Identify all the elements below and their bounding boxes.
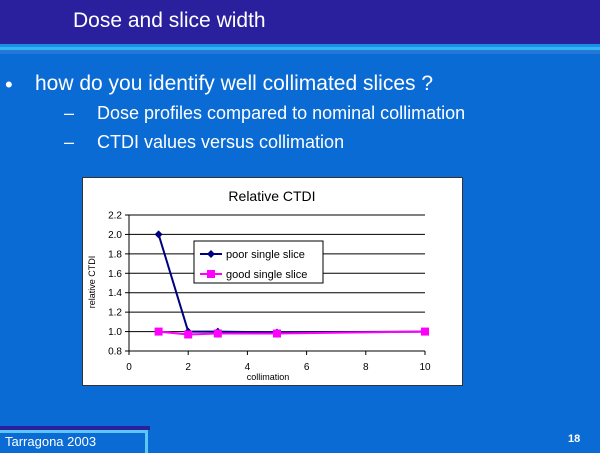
footer-text: Tarragona 2003 — [5, 434, 97, 449]
data-point — [213, 329, 222, 338]
chart: Relative CTDI 0.8 1.0 1.2 1.4 1.6 1.8 2.0 2.2 0 2… — [82, 177, 463, 386]
title-bar — [0, 0, 600, 44]
x-tick-label: 8 — [363, 362, 369, 373]
y-tick-label: 1.2 — [108, 308, 122, 319]
data-point — [154, 230, 163, 239]
title-stripe — [0, 50, 600, 54]
legend-box — [193, 240, 324, 284]
bullet-text: how do you identify well collimated slic… — [35, 72, 434, 95]
x-tick-label: 4 — [245, 362, 251, 373]
sub-bullet-dash: – — [64, 132, 75, 152]
series — [154, 230, 429, 339]
page-number: 18 — [568, 433, 581, 445]
y-tick-label: 2.0 — [108, 230, 122, 241]
footer-box — [0, 430, 148, 453]
chart-title: Relative CTDI — [228, 188, 315, 204]
sub-bullet-text: Dose profiles compared to nominal collim… — [97, 103, 466, 123]
legend: poor single slice good single slice — [193, 240, 324, 284]
x-axis-label: collimation — [247, 372, 290, 382]
data-point — [184, 330, 193, 339]
y-axis-label: relative CTDI — [87, 256, 97, 309]
y-tick-label: 1.8 — [108, 249, 122, 260]
legend-label: good single slice — [226, 269, 307, 281]
chart-svg: Relative CTDI 0.8 1.0 1.2 1.4 1.6 1.8 2.0 2.2 0 2… — [87, 188, 431, 382]
title-stripe — [0, 47, 600, 50]
data-point — [421, 327, 429, 336]
legend-marker — [207, 250, 215, 258]
data-point — [273, 329, 281, 338]
title-stripe — [0, 44, 600, 47]
y-tick-label: 1.4 — [108, 288, 122, 299]
footer-shadow — [0, 426, 150, 430]
y-tick-label: 2.2 — [108, 211, 122, 222]
y-tick-label: 1.0 — [108, 327, 122, 338]
x-tick-label: 6 — [304, 362, 310, 373]
x-tick-label: 0 — [126, 362, 132, 373]
legend-marker — [207, 270, 215, 278]
legend-label: poor single slice — [226, 249, 305, 261]
sub-bullet-dash: – — [64, 103, 75, 123]
slide-title: Dose and slice width — [73, 9, 266, 32]
axes: 0.8 1.0 1.2 1.4 1.6 1.8 2.0 2.2 0 2 4 6 8 10 — [108, 211, 431, 374]
bullet-marker: • — [5, 72, 13, 97]
x-tick-label: 2 — [185, 362, 191, 373]
sub-bullet-text: CTDI values versus collimation — [97, 132, 345, 152]
data-point — [154, 327, 163, 336]
x-tick-label: 10 — [419, 362, 431, 373]
y-tick-label: 1.6 — [108, 269, 122, 280]
y-tick-label: 0.8 — [108, 347, 122, 358]
